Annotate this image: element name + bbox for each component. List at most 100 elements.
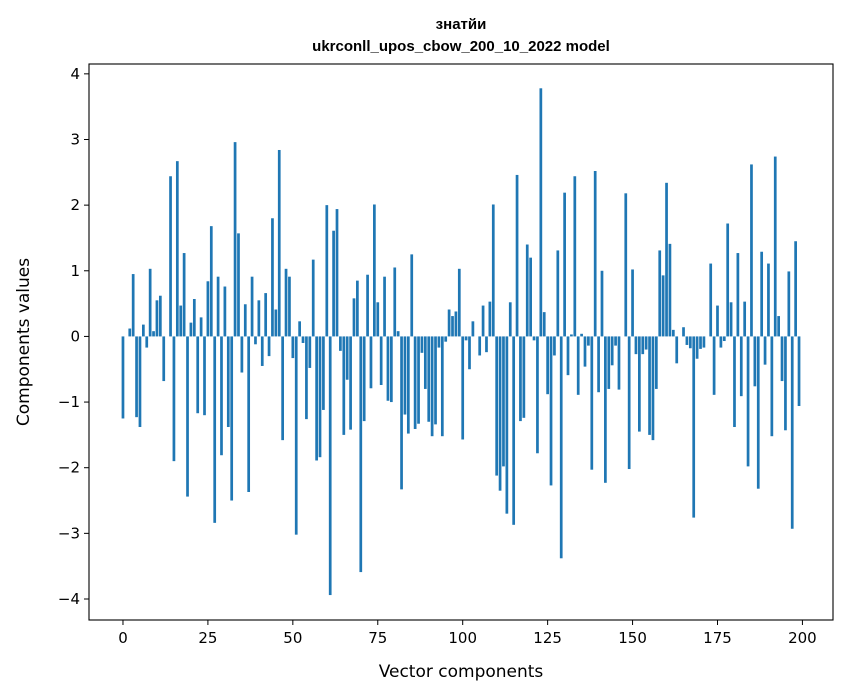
y-tick-label: 2 xyxy=(70,196,80,214)
bar-62 xyxy=(332,230,335,337)
bar-126 xyxy=(549,336,553,486)
bar-162 xyxy=(671,329,675,337)
y-tick-label: −2 xyxy=(58,459,80,477)
bar-100 xyxy=(461,336,465,440)
bar-142 xyxy=(604,336,607,483)
bar-131 xyxy=(566,336,570,376)
bar-71 xyxy=(362,336,366,422)
bar-59 xyxy=(322,336,325,410)
x-axis-label: Vector components xyxy=(379,662,544,682)
bar-9 xyxy=(152,331,155,337)
bar-45 xyxy=(274,309,278,337)
bar-12 xyxy=(162,336,166,382)
bar-132 xyxy=(570,334,573,337)
bar-128 xyxy=(556,250,560,337)
bar-99 xyxy=(457,268,461,337)
bar-139 xyxy=(593,171,597,337)
bar-150 xyxy=(631,269,634,337)
bar-189 xyxy=(763,336,767,365)
bar-177 xyxy=(722,336,726,342)
bar-195 xyxy=(784,336,787,431)
bar-4 xyxy=(135,336,138,418)
x-tick-label: 150 xyxy=(618,629,647,647)
y-tick-label: 1 xyxy=(70,262,80,280)
x-tick-label: 50 xyxy=(283,629,302,647)
bar-82 xyxy=(400,336,403,490)
bar-22 xyxy=(196,336,200,414)
bar-51 xyxy=(294,336,298,535)
bar-83 xyxy=(403,336,407,415)
bar-161 xyxy=(668,243,672,337)
bar-176 xyxy=(719,336,723,348)
bar-88 xyxy=(420,336,424,353)
bar-55 xyxy=(308,336,312,368)
bar-92 xyxy=(434,336,437,425)
bar-58 xyxy=(318,336,322,458)
bar-146 xyxy=(617,336,621,390)
bar-73 xyxy=(369,336,373,389)
bar-157 xyxy=(654,336,658,389)
bar-25 xyxy=(206,281,210,337)
bar-116 xyxy=(515,174,519,337)
bar-181 xyxy=(736,253,740,337)
bar-96 xyxy=(447,309,451,337)
bar-197 xyxy=(790,336,794,529)
bar-163 xyxy=(675,336,679,364)
bar-87 xyxy=(417,336,420,424)
bar-110 xyxy=(495,336,499,476)
bar-20 xyxy=(189,322,193,337)
bar-48 xyxy=(284,268,288,337)
bar-152 xyxy=(638,336,641,432)
bar-180 xyxy=(733,336,736,428)
bar-26 xyxy=(209,226,213,337)
bar-143 xyxy=(607,336,611,389)
bar-74 xyxy=(373,204,376,337)
x-axis-ticks: 0 25 50 75 100 125 150 175 200 xyxy=(118,620,817,647)
y-tick-label: 4 xyxy=(70,65,80,83)
bar-97 xyxy=(451,316,454,337)
bar-54 xyxy=(305,336,308,420)
bar-33 xyxy=(233,142,237,337)
x-tick-label: 100 xyxy=(448,629,477,647)
bar-78 xyxy=(386,336,390,401)
bar-43 xyxy=(267,336,271,357)
bar-169 xyxy=(695,336,699,359)
bar-98 xyxy=(454,311,458,337)
bar-17 xyxy=(179,305,183,337)
bar-30 xyxy=(223,286,227,337)
bar-79 xyxy=(390,336,393,403)
bar-153 xyxy=(641,336,645,355)
bar-134 xyxy=(576,336,580,395)
bar-21 xyxy=(192,299,196,337)
x-tick-label: 200 xyxy=(788,629,817,647)
y-tick-label: −1 xyxy=(58,393,80,411)
bar-29 xyxy=(220,336,223,456)
bar-121 xyxy=(532,336,536,341)
bar-61 xyxy=(328,336,332,596)
bar-27 xyxy=(213,336,217,523)
bar-107 xyxy=(485,336,488,353)
bar-63 xyxy=(335,209,339,337)
bar-38 xyxy=(250,276,254,337)
bar-10 xyxy=(155,300,159,337)
x-tick-label: 175 xyxy=(703,629,732,647)
bar-94 xyxy=(440,336,444,437)
bar-194 xyxy=(780,336,784,382)
y-tick-label: −3 xyxy=(58,524,80,542)
bar-24 xyxy=(203,336,206,416)
bar-135 xyxy=(580,333,583,337)
bar-90 xyxy=(427,336,431,422)
bar-80 xyxy=(393,267,397,337)
bar-60 xyxy=(325,205,329,337)
bar-67 xyxy=(349,336,352,430)
chart-title: знатйи xyxy=(436,16,487,33)
bar-18 xyxy=(182,253,186,337)
x-tick-label: 0 xyxy=(118,629,128,647)
bar-120 xyxy=(529,257,532,337)
bar-145 xyxy=(614,336,617,346)
bar-174 xyxy=(712,336,716,395)
bar-52 xyxy=(298,321,301,337)
bar-28 xyxy=(216,276,220,337)
bar-69 xyxy=(356,280,359,337)
bar-140 xyxy=(597,336,600,393)
